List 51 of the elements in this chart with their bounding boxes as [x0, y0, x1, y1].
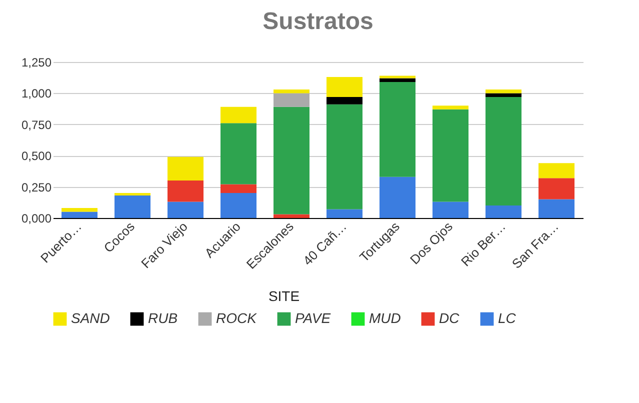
bar	[486, 89, 522, 94]
bar	[168, 202, 204, 218]
bar	[380, 176, 416, 218]
bar	[486, 206, 522, 218]
y-tick-label: 0,750	[21, 118, 52, 132]
legend-label: ROCK	[216, 310, 258, 326]
bar	[220, 123, 256, 184]
bar	[62, 208, 98, 212]
y-tick-label: 1,000	[21, 86, 52, 101]
bar	[220, 106, 256, 124]
bar	[486, 93, 522, 97]
bar	[274, 106, 310, 214]
legend-label: MUD	[369, 310, 401, 326]
chart-title: Sustratos	[262, 8, 374, 35]
x-tick-label: San Fra…	[508, 218, 562, 272]
bar	[114, 196, 150, 218]
bar	[432, 109, 468, 202]
bar	[274, 89, 310, 94]
x-tick-label: Faro Viejo	[138, 218, 190, 272]
bar	[380, 78, 416, 82]
legend-title: SITE	[268, 288, 300, 304]
bar	[432, 202, 468, 218]
bar	[538, 163, 574, 178]
bar	[220, 193, 256, 218]
bar	[220, 184, 256, 194]
bar	[114, 193, 150, 196]
bar	[168, 180, 204, 202]
y-tick-label: 1,250	[21, 56, 52, 70]
bar	[326, 96, 362, 104]
y-tick-label: 0,250	[21, 180, 52, 194]
bar	[326, 104, 362, 210]
bar	[168, 156, 204, 181]
legend-label: RUB	[148, 310, 178, 326]
bar	[380, 76, 416, 78]
bar	[486, 96, 522, 206]
x-tick-label: Dos Ojos	[407, 218, 456, 268]
y-tick-label: 0,000	[21, 212, 52, 226]
bar	[62, 212, 98, 218]
bar	[326, 76, 362, 97]
legend-label: PAVE	[295, 310, 332, 326]
bar	[380, 82, 416, 177]
y-tick-label: 0,500	[21, 149, 52, 164]
bar	[538, 199, 574, 218]
bar	[326, 209, 362, 218]
legend-label: LC	[498, 310, 517, 326]
bar	[274, 93, 310, 107]
legend-label: SAND	[71, 310, 110, 326]
bar	[432, 106, 468, 110]
bar	[274, 214, 310, 218]
bar	[538, 178, 574, 200]
legend-label: DC	[439, 310, 460, 326]
